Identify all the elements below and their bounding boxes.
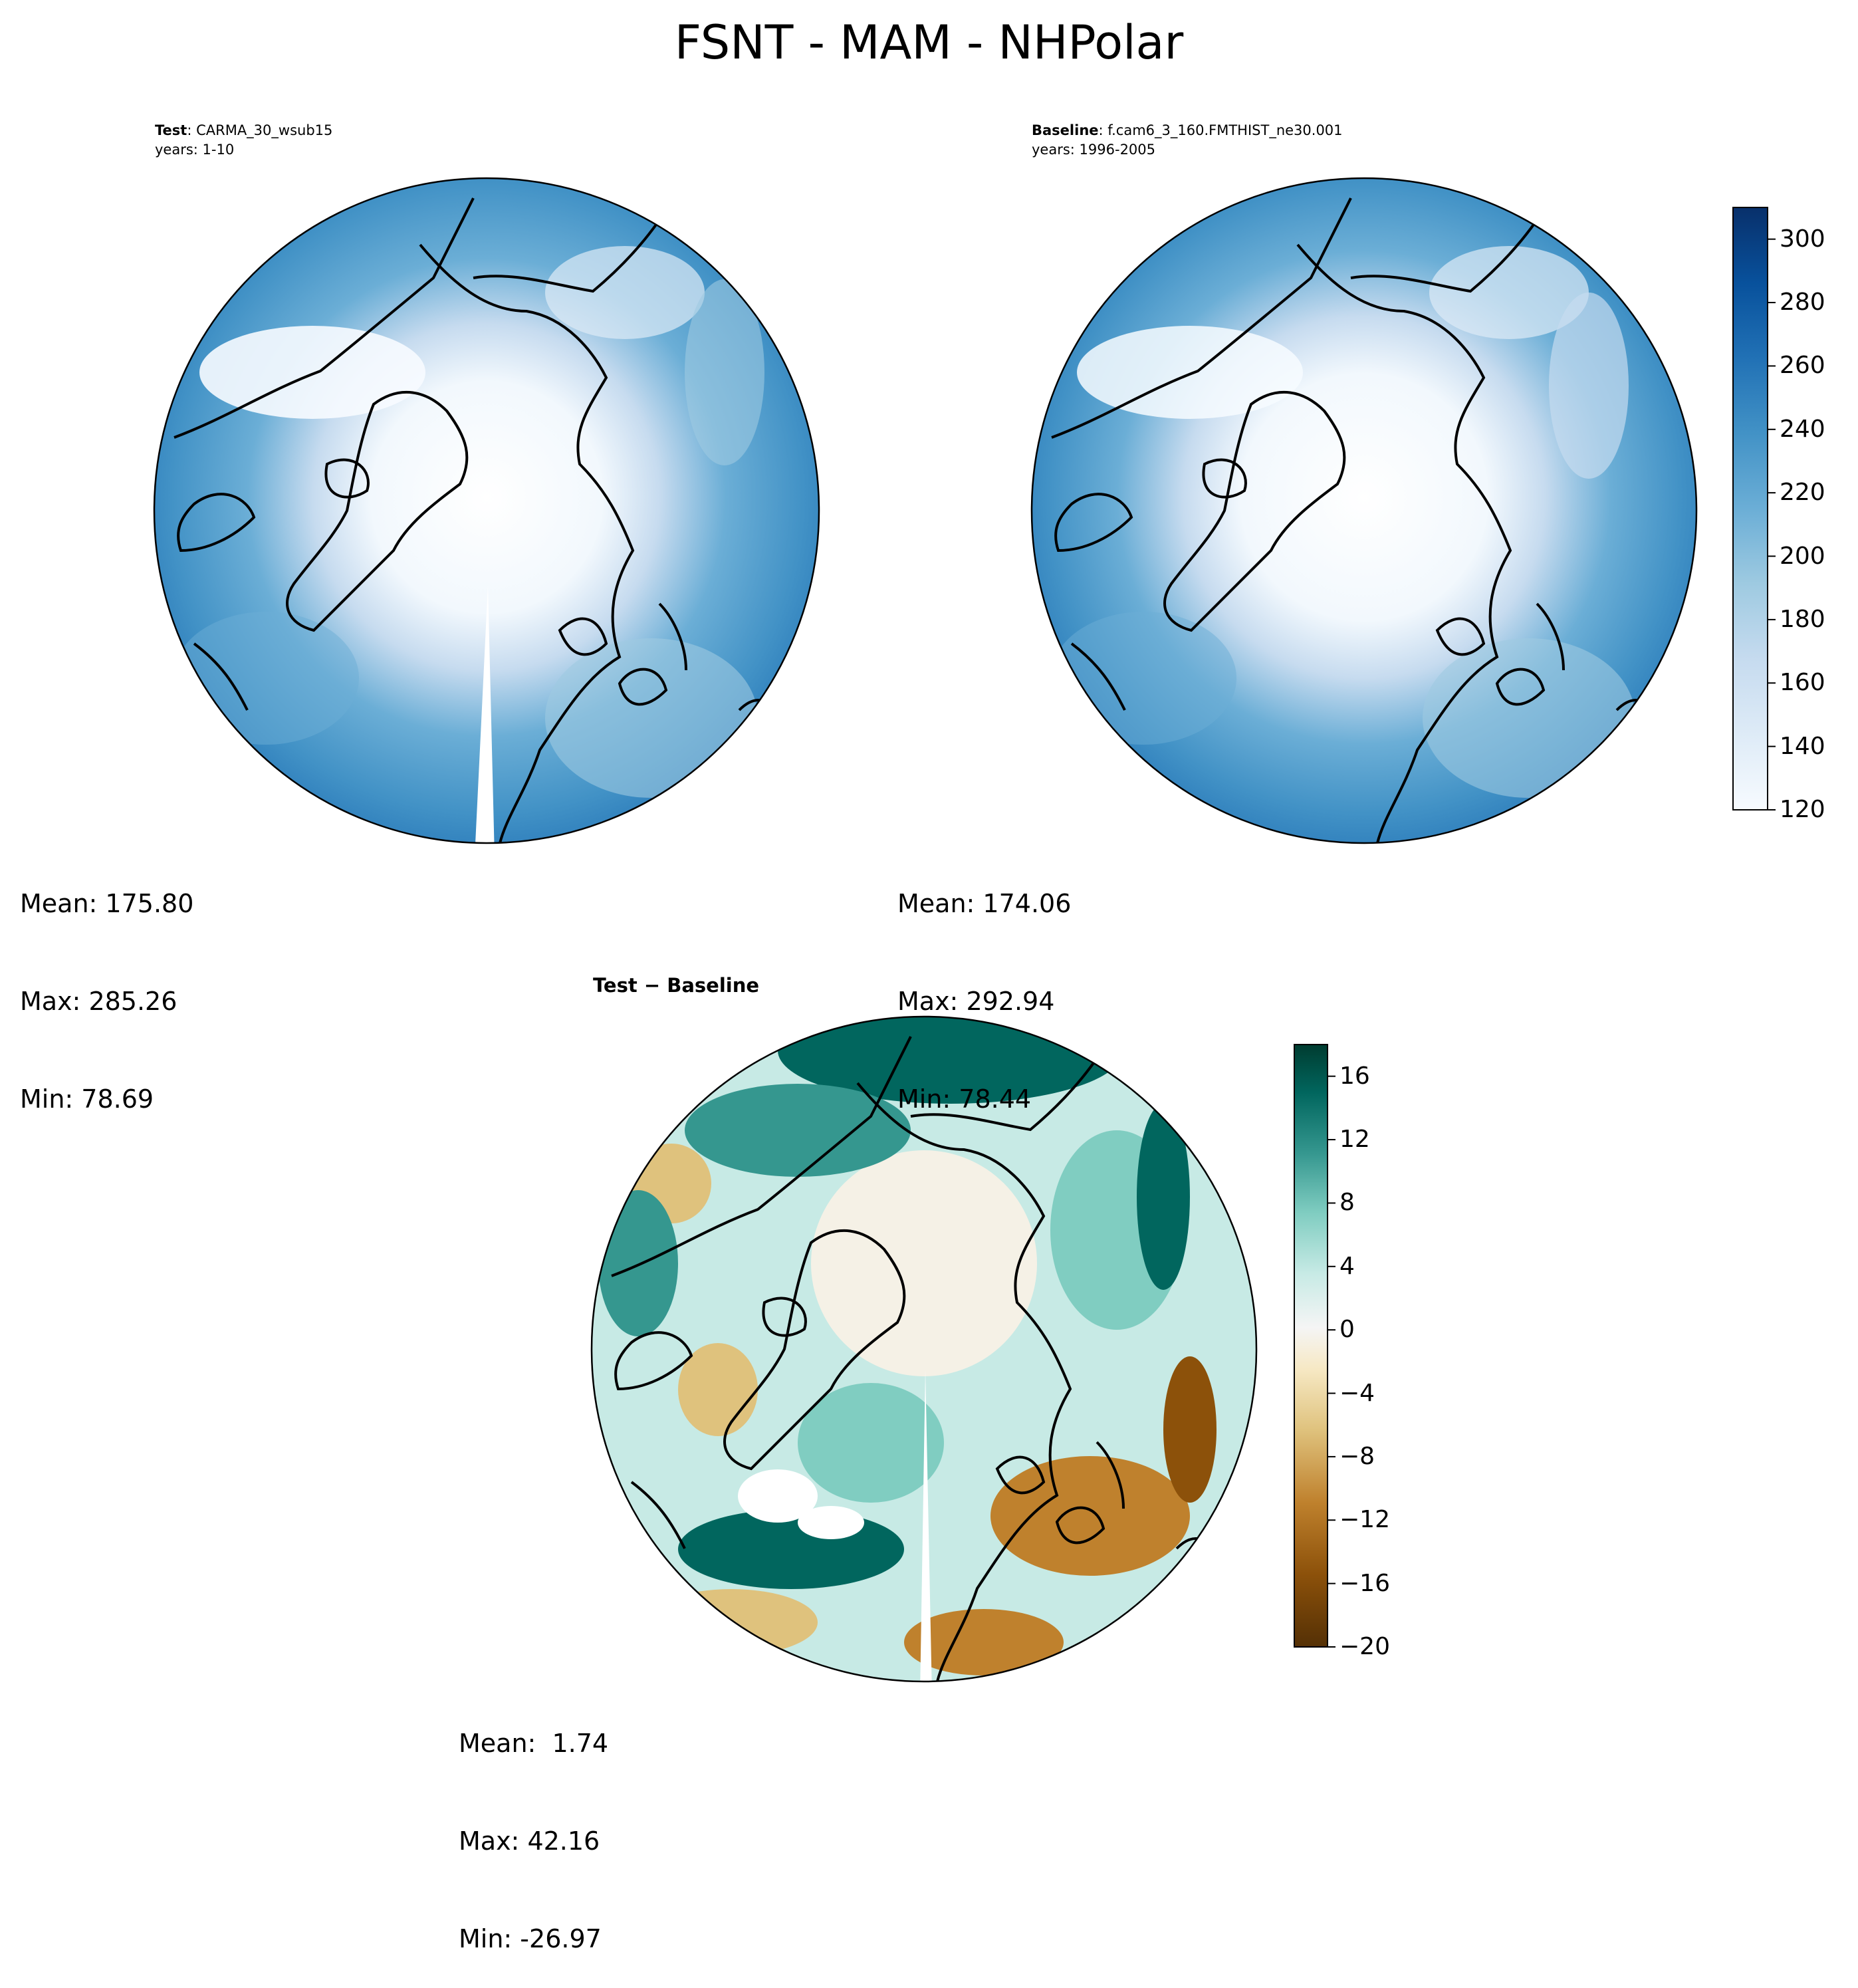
diff-tick-label: −20 — [1339, 1633, 1390, 1660]
diff-tick-label: −8 — [1339, 1442, 1375, 1470]
diff-mean: Mean: 1.74 — [459, 1729, 609, 1758]
test-years: years: 1-10 — [155, 142, 235, 158]
test-label-bold: Test — [155, 122, 187, 138]
figure-title: FSNT - MAM - NHPolar — [674, 15, 1184, 70]
baseline-years: years: 1996-2005 — [1032, 142, 1156, 158]
test-map — [153, 177, 820, 844]
abs-tick-label: 240 — [1780, 415, 1825, 443]
diff-min: Min: -26.97 — [459, 1924, 602, 1953]
map-figure — [153, 177, 1776, 1683]
test-case-label: Test: CARMA_30_wsub15 — [155, 121, 332, 140]
difference-map — [590, 1015, 1258, 1683]
diff-tick-label: −4 — [1339, 1379, 1375, 1407]
abs-tick-label: 280 — [1780, 289, 1825, 316]
abs-tick-label: 300 — [1780, 225, 1825, 253]
abs-tick-label: 160 — [1780, 669, 1825, 697]
diff-tick-label: 8 — [1339, 1189, 1355, 1217]
baseline-mean: Mean: 174.06 — [897, 889, 1072, 918]
test-mean: Mean: 175.80 — [20, 889, 194, 918]
diff-tick-label: 12 — [1339, 1126, 1370, 1154]
diff-tick-label: 4 — [1339, 1252, 1355, 1280]
test-case-name: : CARMA_30_wsub15 — [187, 122, 333, 138]
baseline-max: Max: 292.94 — [897, 987, 1055, 1016]
abs-tick-label: 180 — [1780, 605, 1825, 633]
abs-tick-label: 120 — [1780, 796, 1825, 823]
diff-label: Test − Baseline — [593, 974, 760, 997]
colorbar-difference-ticks — [1328, 1075, 1335, 1648]
colorbar-difference — [1294, 1044, 1328, 1648]
baseline-label-bold: Baseline — [1032, 122, 1099, 138]
diff-tick-label: 0 — [1339, 1316, 1355, 1344]
diff-tick-label: 16 — [1339, 1062, 1370, 1090]
colorbar-absolute — [1732, 207, 1768, 810]
test-min: Min: 78.69 — [20, 1084, 154, 1114]
baseline-map — [1030, 177, 1698, 844]
diff-stats: Mean: 1.74 Max: 42.16 Min: -26.97 — [459, 1662, 608, 1988]
diff-tick-label: −16 — [1339, 1569, 1390, 1597]
abs-tick-label: 200 — [1780, 542, 1825, 570]
abs-tick-label: 140 — [1780, 732, 1825, 760]
baseline-case-name: : f.cam6_3_160.FMTHIST_ne30.001 — [1098, 122, 1343, 138]
abs-tick-label: 220 — [1780, 479, 1825, 507]
test-max: Max: 285.26 — [20, 987, 177, 1016]
diff-max: Max: 42.16 — [459, 1826, 600, 1856]
abs-tick-label: 260 — [1780, 352, 1825, 380]
test-stats: Mean: 175.80 Max: 285.26 Min: 78.69 — [20, 822, 193, 1148]
baseline-stats: Mean: 174.06 Max: 292.94 Min: 78.44 — [897, 822, 1071, 1148]
diff-tick-label: −12 — [1339, 1506, 1390, 1534]
baseline-case-label: Baseline: f.cam6_3_160.FMTHIST_ne30.001 — [1032, 121, 1343, 140]
baseline-min: Min: 78.44 — [897, 1084, 1032, 1114]
colorbar-absolute-ticks — [1768, 238, 1776, 810]
